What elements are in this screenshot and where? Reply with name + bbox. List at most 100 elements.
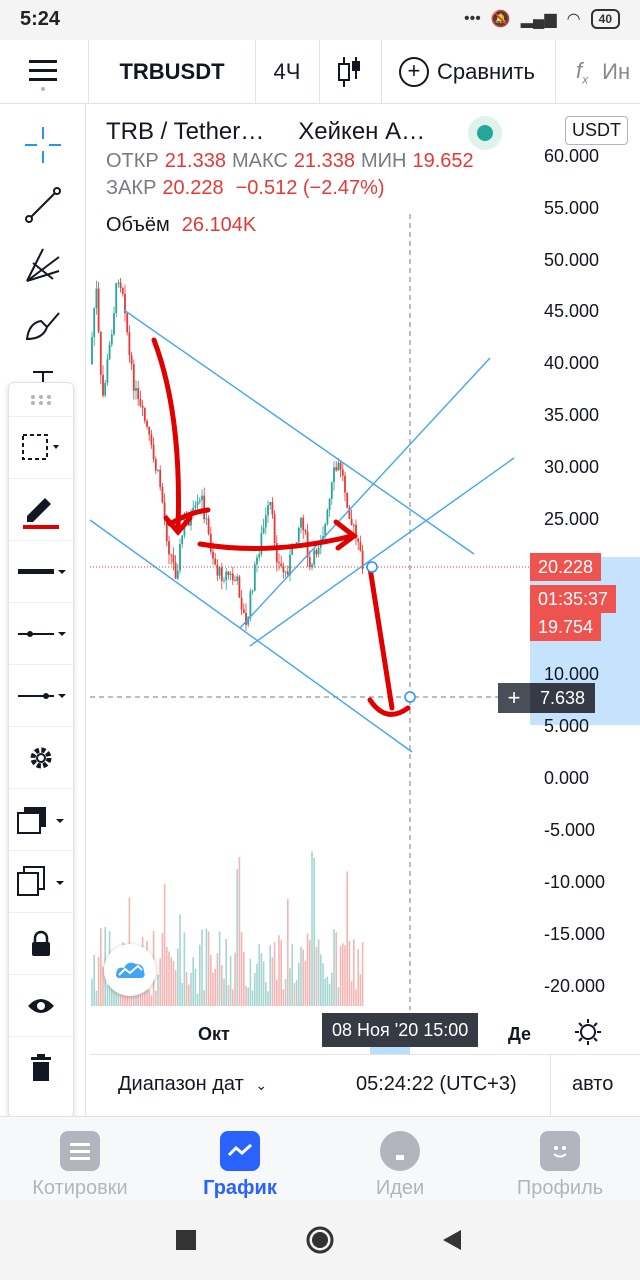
- chart-area[interactable]: TRB / Tether… Хейкен А… ОТКР 21.338 МАКС 2…: [90, 104, 640, 1054]
- line-color-button[interactable]: [9, 479, 73, 541]
- chart-type-button[interactable]: [320, 40, 380, 104]
- tab-ideas[interactable]: Идеи: [320, 1127, 480, 1201]
- line-start-button[interactable]: [9, 603, 73, 665]
- fib-tool[interactable]: [18, 240, 68, 290]
- volume-bar: [225, 938, 227, 1006]
- candle-body: [203, 495, 206, 520]
- candle-body: [326, 509, 329, 525]
- back-button[interactable]: [434, 1222, 470, 1258]
- lock-button[interactable]: [9, 913, 73, 975]
- volume-bar: [355, 989, 357, 1006]
- price-chart[interactable]: [90, 104, 640, 1054]
- candle-body: [168, 541, 170, 555]
- layers-button[interactable]: [9, 789, 73, 851]
- candle-body: [308, 557, 311, 568]
- candle-body: [152, 444, 155, 460]
- legend-volume-row: Объём 26.104K: [106, 214, 474, 237]
- recents-button[interactable]: [168, 1222, 204, 1258]
- panel-drag-handle[interactable]: [9, 383, 73, 417]
- selection-tool[interactable]: [9, 417, 73, 479]
- symbol-description[interactable]: TRB / Tether…: [106, 118, 265, 145]
- volume-bar: [300, 946, 302, 1006]
- clock-timezone[interactable]: 05:24:22 (UTC+3): [356, 1073, 517, 1095]
- tab-chart[interactable]: График: [160, 1127, 320, 1201]
- volume-bar: [293, 983, 296, 1006]
- chevron-down-icon: ⌄: [255, 1077, 268, 1093]
- volume-bar: [170, 957, 172, 1006]
- volume-bar: [278, 935, 280, 1006]
- candle-body: [148, 426, 151, 435]
- candle-body: [330, 482, 333, 499]
- tab-profile[interactable]: Профиль: [480, 1127, 640, 1201]
- candle-body: [344, 475, 346, 493]
- auto-scale-button[interactable]: авто: [572, 1073, 614, 1095]
- plus-circle-icon: +: [398, 57, 429, 87]
- candle-body: [278, 562, 280, 564]
- volume-bar: [185, 971, 188, 1006]
- toolbar-divider: [555, 40, 556, 104]
- tab-ideas-label: Идеи: [375, 1177, 425, 1199]
- time-axis[interactable]: Окт Де: [90, 1010, 640, 1054]
- clone-button[interactable]: [9, 851, 73, 913]
- currency-button[interactable]: USDT: [565, 116, 628, 145]
- settings-button[interactable]: [9, 727, 73, 789]
- drawing-toolbar: [0, 104, 86, 1118]
- candle-body: [99, 331, 102, 375]
- compare-button[interactable]: + Сравнить: [382, 40, 552, 104]
- visibility-button[interactable]: [9, 975, 73, 1037]
- candle-body: [247, 616, 250, 625]
- trash-icon: [31, 1054, 51, 1081]
- crosshair-price-tag[interactable]: + 7.638: [498, 683, 596, 713]
- indicators-button[interactable]: fx Ин: [556, 40, 640, 104]
- candle-body: [249, 591, 252, 617]
- top-toolbar: TRBUSDT 4Ч + Сравнить fx Ин: [0, 40, 640, 104]
- interval-button[interactable]: 4Ч: [273, 59, 301, 84]
- market-status-indicator[interactable]: [468, 116, 502, 150]
- home-button[interactable]: [302, 1222, 338, 1258]
- candle-body: [260, 533, 263, 555]
- volume-bar: [322, 963, 324, 1006]
- volume-bar: [194, 968, 197, 1006]
- symbol-button[interactable]: TRBUSDT: [119, 59, 225, 84]
- line-width-button[interactable]: [9, 541, 73, 603]
- notification-dots-icon: •••: [463, 10, 481, 27]
- volume-bar: [223, 978, 225, 1006]
- lightbulb-icon: [380, 1131, 420, 1171]
- signal-icon: ▂▄▆: [520, 11, 557, 28]
- price-tick: 60.000: [544, 146, 600, 166]
- legend-ohl-row: ОТКР 21.338 МАКС 21.338 МИН 19.652: [106, 150, 474, 173]
- lock-icon: [32, 930, 50, 956]
- menu-button[interactable]: [0, 40, 86, 104]
- price-axis[interactable]: 60.000 55.000 50.000 45.000 40.000 35.00…: [528, 104, 640, 1054]
- candle-body: [113, 313, 115, 335]
- trend-line-tool[interactable]: [18, 180, 68, 230]
- tradingview-logo[interactable]: [104, 944, 156, 996]
- date-range-button[interactable]: Диапазон дат ⌄: [118, 1073, 267, 1096]
- crosshair-tool[interactable]: [18, 120, 68, 170]
- candle-body: [352, 524, 355, 526]
- price-tick: 45.000: [544, 301, 600, 321]
- candle-body: [121, 288, 124, 294]
- chart-style-name[interactable]: Хейкен А…: [298, 118, 426, 145]
- volume-bar: [203, 989, 205, 1006]
- volume-bar: [210, 955, 212, 1006]
- candle-body: [216, 564, 219, 576]
- delete-button[interactable]: [9, 1037, 73, 1099]
- anchor-point-handle[interactable]: [366, 561, 378, 573]
- line-end-button[interactable]: [9, 665, 73, 727]
- status-dot-icon: [477, 125, 493, 141]
- volume-bar: [337, 987, 340, 1006]
- brush-tool[interactable]: [18, 300, 68, 350]
- tab-quotes[interactable]: Котировки: [0, 1127, 160, 1201]
- chart-settings-button[interactable]: [574, 1018, 602, 1046]
- close-value: 20.228: [162, 177, 224, 199]
- add-alert-plus-icon[interactable]: +: [498, 683, 530, 713]
- candle-body: [93, 308, 96, 338]
- candle-body: [95, 288, 98, 309]
- candle-body: [174, 562, 177, 579]
- volume-bar: [331, 973, 333, 1006]
- candle-body: [297, 527, 300, 543]
- volume-bar: [251, 990, 254, 1006]
- volume-bar: [342, 943, 344, 1006]
- volume-bar: [324, 978, 326, 1006]
